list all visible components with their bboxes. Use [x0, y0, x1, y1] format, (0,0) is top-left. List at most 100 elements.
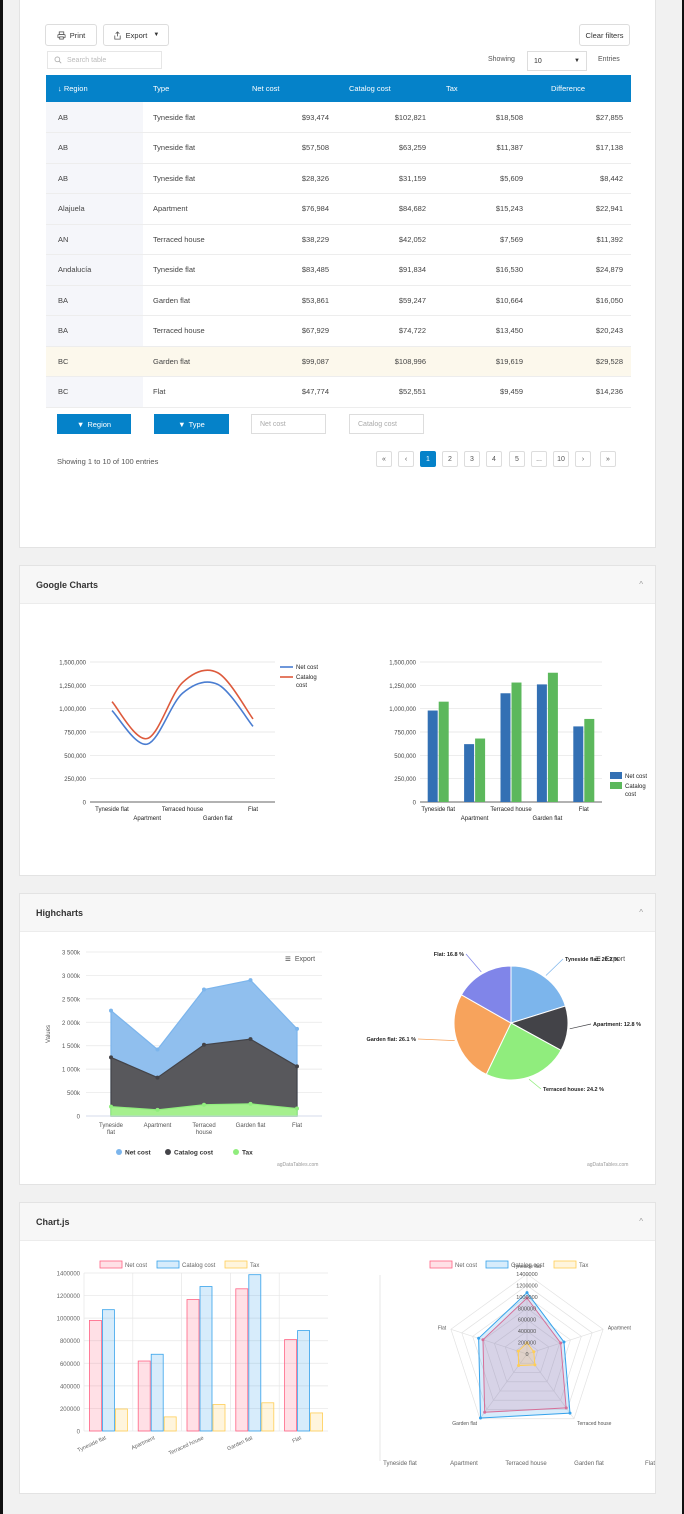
legend-swatch [610, 782, 622, 789]
y-tick-label: 0 [413, 801, 417, 807]
prev-page-button[interactable]: ‹ [398, 451, 414, 467]
cell-type: Garden flat [143, 346, 240, 377]
pie-slice [510, 965, 567, 1024]
cell-tax: $11,387 [434, 132, 531, 164]
point-label: Flat [438, 1326, 447, 1332]
series-line [111, 681, 254, 745]
series-line [111, 669, 254, 740]
y-tick-label: 750,000 [64, 731, 86, 737]
filter-catalog-placeholder: Catalog cost [358, 420, 397, 428]
column-header-catalog-cost[interactable]: Catalog cost [337, 75, 434, 102]
bar [584, 718, 595, 802]
table-row[interactable]: AB Tyneside flat $57,508 $63,259 $11,387 $17,… [46, 132, 631, 164]
cell-difference: $22,941 [531, 193, 631, 225]
y-tick-label: 500,000 [64, 754, 86, 760]
table-row[interactable]: BC Flat $47,774 $52,551 $9,459 $14,236 [46, 376, 631, 408]
filter-icon: ▼ [178, 419, 186, 429]
point-label: Apartment [608, 1326, 632, 1332]
x-tick-label: flat [107, 1130, 115, 1136]
table-row[interactable]: BA Garden flat $53,861 $59,247 $10,664 $16,05… [46, 285, 631, 316]
area-export-button[interactable]: ≡ Export [285, 954, 315, 965]
column-header-region[interactable]: ↓ Region [46, 75, 143, 102]
column-header-tax[interactable]: Tax [434, 75, 531, 102]
table-row[interactable]: Andalucía Tyneside flat $83,485 $91,834 $16,… [46, 254, 631, 286]
cell-tax: $15,243 [434, 193, 531, 225]
page-button[interactable]: 2 [442, 451, 458, 467]
column-header-net-cost[interactable]: Net cost [240, 75, 337, 102]
cell-type: Tyneside flat [143, 102, 240, 133]
bar [163, 1416, 177, 1432]
data-point [155, 1107, 160, 1112]
bar [536, 684, 547, 802]
chevron-up-icon[interactable]: ^ [639, 580, 643, 589]
page-button[interactable]: 4 [486, 451, 502, 467]
cell-net-cost: $28,326 [240, 163, 337, 194]
data-point [477, 1336, 481, 1340]
table-row[interactable]: AB Tyneside flat $93,474 $102,821 $18,508 $27… [46, 102, 631, 133]
radial-tick-label: 600000 [518, 1318, 536, 1324]
legend-label: Catalog cost [174, 1150, 214, 1157]
slice-label: Tyneside flat: 20.2 % [565, 957, 619, 963]
x-tick-label: Garden flat [533, 816, 563, 822]
filter-region-button[interactable]: ▼ Region [57, 414, 131, 434]
table-row[interactable]: AB Tyneside flat $28,326 $31,159 $5,609 $8,44… [46, 163, 631, 194]
cell-region: AN [46, 224, 143, 255]
next-page-button[interactable]: › [575, 451, 591, 467]
page-button[interactable]: 10 [553, 451, 569, 467]
y-tick-label: 400000 [60, 1384, 81, 1390]
cell-catalog-cost: $42,052 [337, 224, 434, 255]
legend-label: Net cost [625, 774, 647, 780]
menu-icon: ≡ [285, 954, 291, 965]
clear-filters-label: Clear filters [585, 30, 624, 40]
search-input[interactable]: Search table [47, 51, 162, 69]
chartjs-radar-chart: 0 200000 400000 600000 800000 1000000 1200000 1… [379, 1260, 655, 1467]
y-tick-label: 250,000 [394, 777, 416, 783]
print-button[interactable]: Print [45, 24, 97, 46]
page-button[interactable]: 3 [464, 451, 480, 467]
data-point [483, 1410, 487, 1414]
chevron-up-icon[interactable]: ^ [639, 1217, 643, 1226]
filter-catalog-cost-input[interactable]: Catalog cost [349, 414, 424, 434]
bar [261, 1402, 275, 1432]
cell-region: BC [46, 376, 143, 408]
cell-tax: $13,450 [434, 315, 531, 347]
table-row[interactable]: Alajuela Apartment $76,984 $84,682 $15,243 $2… [46, 193, 631, 225]
page-button[interactable]: 1 [420, 451, 436, 467]
cell-net-cost: $47,774 [240, 376, 337, 408]
data-point [248, 978, 253, 983]
column-header-type[interactable]: Type [143, 75, 240, 102]
entries-select-value: 10 [534, 57, 542, 65]
cell-region: BA [46, 285, 143, 316]
x-tick-label: Flat [292, 1435, 303, 1445]
table-row[interactable]: AN Terraced house $38,229 $42,052 $7,569 $11,… [46, 224, 631, 255]
y-tick-label: 2 500k [62, 997, 81, 1003]
search-icon [54, 56, 62, 64]
point-label: Terraced house [577, 1421, 612, 1427]
export-dropdown-button[interactable]: Export ▼ [103, 24, 169, 46]
table-row[interactable]: BC Garden flat $99,087 $108,996 $19,619 $29,5… [46, 346, 631, 377]
page-button[interactable]: 5 [509, 451, 525, 467]
chart-credit[interactable]: agDataTables.com [587, 1162, 629, 1168]
filter-net-cost-input[interactable]: Net cost [251, 414, 326, 434]
showing-label: Showing [488, 56, 515, 63]
column-header-difference[interactable]: Difference [531, 75, 631, 102]
table-row[interactable]: BA Terraced house $67,929 $74,722 $13,450 $20… [46, 315, 631, 347]
clear-filters-button[interactable]: Clear filters [579, 24, 630, 46]
filter-type-label: Type [188, 419, 205, 429]
google-bar-chart: 0 250,000 500,000 750,000 1,000,000 1,250,000… [389, 661, 647, 823]
chart-credit[interactable]: agDataTables.com [277, 1162, 319, 1168]
entries-select[interactable]: 10 ▼ [527, 51, 587, 71]
filter-type-button[interactable]: ▼ Type [154, 414, 229, 434]
bar [89, 1320, 102, 1432]
cell-catalog-cost: $31,159 [337, 163, 434, 194]
cell-difference: $29,528 [531, 346, 631, 377]
chevron-up-icon[interactable]: ^ [639, 908, 643, 917]
cell-difference: $16,050 [531, 285, 631, 316]
last-page-button[interactable]: » [600, 451, 616, 467]
first-page-button[interactable]: « [376, 451, 392, 467]
pie-export-button[interactable]: ≡ Export [595, 954, 625, 965]
cell-tax: $10,664 [434, 285, 531, 316]
legend-swatch [485, 1260, 509, 1269]
connector-line [528, 1078, 542, 1090]
radial-tick-label: 1200000 [516, 1283, 537, 1289]
